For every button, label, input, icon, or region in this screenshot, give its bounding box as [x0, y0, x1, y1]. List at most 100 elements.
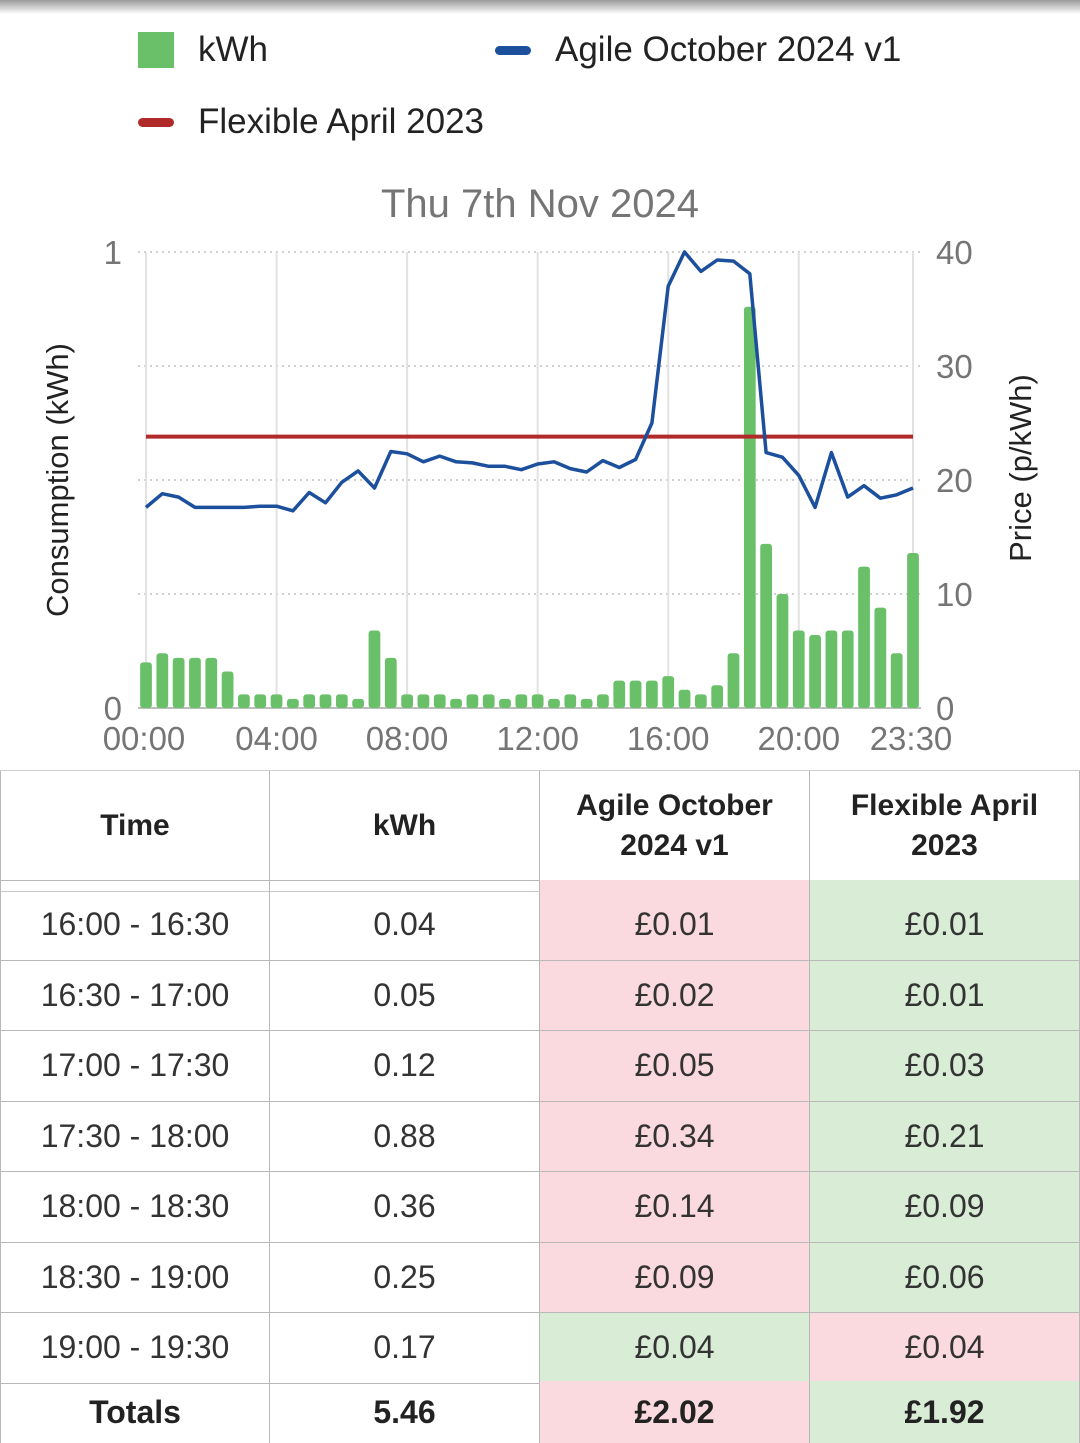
consumption-bar — [286, 698, 299, 708]
legend-item-kwh[interactable]: kWh — [138, 30, 268, 70]
y-right-tick-label: 40 — [936, 234, 973, 271]
header-kwh[interactable]: kWh — [270, 771, 540, 881]
cell-kwh: 0.88 — [270, 1101, 540, 1172]
cell-kwh: 0.04 — [270, 890, 540, 961]
x-tick-label: 00:00 — [103, 720, 186, 757]
kwh-swatch-icon — [138, 32, 174, 68]
cell-agile-cost: £0.05 — [540, 1031, 810, 1102]
cell-kwh: 0.25 — [270, 1242, 540, 1313]
table-row[interactable]: 17:00 - 17:30 0.12 £0.05 £0.03 — [0, 1031, 1080, 1102]
consumption-bar — [450, 698, 462, 708]
consumption-bar — [694, 694, 707, 708]
cell-flexible-cost: £0.01 — [810, 890, 1080, 961]
consumption-bar — [384, 657, 397, 708]
consumption-bar — [156, 653, 169, 708]
cell-agile-cost: £0.04 — [540, 1313, 810, 1384]
cell-time: 17:00 - 17:30 — [0, 1031, 270, 1102]
legend-item-flexible[interactable]: Flexible April 2023 — [138, 102, 484, 142]
cell-kwh: 0.05 — [270, 960, 540, 1031]
x-tick-label: 04:00 — [235, 720, 318, 757]
table-row[interactable]: 18:00 - 18:30 0.36 £0.14 £0.09 — [0, 1172, 1080, 1243]
y-right-axis-title: Price (p/kWh) — [1003, 374, 1038, 562]
table-row[interactable]: 16:00 - 16:30 0.04 £0.01 £0.01 — [0, 890, 1080, 961]
y-right-tick-label: 0 — [936, 690, 954, 727]
table-row[interactable]: 16:30 - 17:00 0.05 £0.02 £0.01 — [0, 960, 1080, 1031]
consumption-bar — [580, 698, 593, 708]
x-tick-label: 20:00 — [757, 720, 840, 757]
consumption-bar — [303, 694, 316, 708]
cell-flexible-cost: £0.09 — [810, 1172, 1080, 1243]
consumption-bar — [662, 676, 675, 708]
consumption-bar — [760, 543, 773, 708]
table-totals-row: Totals 5.46 £2.02 £1.92 — [0, 1381, 1080, 1443]
legend-label: Flexible April 2023 — [198, 102, 484, 141]
header-agile-label: Agile October 2024 v1 — [576, 788, 773, 862]
consumption-bar — [792, 630, 805, 708]
header-flexible[interactable]: Flexible April 2023 — [810, 771, 1080, 881]
consumption-bar — [254, 694, 267, 708]
header-flexible-label: Flexible April 2023 — [850, 788, 1039, 862]
table-row[interactable]: 19:00 - 19:30 0.17 £0.04 £0.04 — [0, 1313, 1080, 1384]
consumption-bar — [172, 657, 185, 708]
gap-cell — [270, 880, 540, 892]
table-row[interactable]: 17:30 - 18:00 0.88 £0.34 £0.21 — [0, 1101, 1080, 1172]
consumption-bar — [140, 662, 152, 708]
cell-flexible-cost: £0.04 — [810, 1313, 1080, 1384]
consumption-bar — [417, 694, 430, 708]
consumption-bar — [874, 607, 887, 708]
cell-time: 16:30 - 17:00 — [0, 960, 270, 1031]
consumption-bar — [205, 657, 218, 708]
header-agile[interactable]: Agile October 2024 v1 — [540, 771, 810, 881]
cell-time: 17:30 - 18:00 — [0, 1101, 270, 1172]
totals-flexible: £1.92 — [810, 1381, 1080, 1443]
totals-kwh: 5.46 — [270, 1381, 540, 1443]
consumption-bar — [809, 635, 821, 708]
consumption-bar — [727, 653, 740, 708]
consumption-bar — [597, 694, 609, 708]
consumption-bar — [189, 657, 201, 708]
consumption-bar — [335, 694, 348, 708]
consumption-bar — [678, 689, 691, 708]
consumption-bar — [613, 680, 626, 708]
cell-time: 16:00 - 16:30 — [0, 890, 270, 961]
cost-table: Time kWh Agile October 2024 v1 Flexible … — [0, 770, 1080, 1443]
totals-agile: £2.02 — [540, 1381, 810, 1443]
consumption-bar — [482, 694, 495, 708]
cell-time: 18:30 - 19:00 — [0, 1242, 270, 1313]
consumption-bar — [564, 694, 577, 708]
consumption-bar — [238, 694, 250, 708]
agile-price-line — [144, 250, 914, 513]
x-tick-label: 16:00 — [627, 720, 710, 757]
consumption-bar — [743, 306, 756, 708]
consumption-bar — [548, 698, 560, 708]
cell-agile-cost: £0.01 — [540, 890, 810, 961]
table-row[interactable]: 18:30 - 19:00 0.25 £0.09 £0.06 — [0, 1242, 1080, 1313]
y-left-tick-label: 0 — [104, 690, 122, 727]
cell-kwh: 0.36 — [270, 1172, 540, 1243]
consumption-bar — [711, 685, 724, 708]
consumption-bar — [466, 694, 479, 708]
y-right-tick-label: 20 — [936, 462, 973, 499]
table-body: 16:00 - 16:30 0.04 £0.01 £0.01 16:30 - 17:00… — [0, 890, 1080, 1384]
consumption-bar — [221, 671, 234, 708]
cell-agile-cost: £0.09 — [540, 1242, 810, 1313]
cell-time: 18:00 - 18:30 — [0, 1172, 270, 1243]
header-time[interactable]: Time — [0, 771, 270, 881]
x-tick-label: 23:30 — [870, 720, 953, 757]
cell-kwh: 0.17 — [270, 1313, 540, 1384]
legend-item-agile[interactable]: Agile October 2024 v1 — [495, 30, 901, 70]
totals-label: Totals — [0, 1381, 270, 1443]
cell-agile-cost: £0.14 — [540, 1172, 810, 1243]
consumption-bar — [368, 630, 381, 708]
x-tick-label: 08:00 — [366, 720, 449, 757]
cell-flexible-cost: £0.06 — [810, 1242, 1080, 1313]
consumption-bar — [270, 694, 283, 708]
consumption-bar — [907, 552, 919, 708]
y-left-axis-title: Consumption (kWh) — [40, 343, 75, 617]
agile-swatch-icon — [495, 45, 531, 55]
consumption-bar — [401, 694, 413, 708]
consumption-bar — [499, 698, 511, 708]
cell-flexible-cost: £0.21 — [810, 1101, 1080, 1172]
consumption-bar — [352, 698, 365, 708]
